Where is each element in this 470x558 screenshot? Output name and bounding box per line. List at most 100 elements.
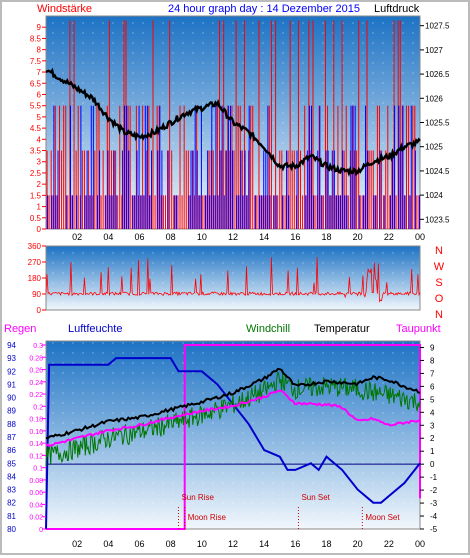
temperature-tick-label: -3 (430, 499, 438, 508)
dewpoint-line (45, 389, 421, 448)
wind-bars (46, 20, 421, 229)
rain-tick-label: 0.08 (29, 478, 43, 485)
humidity-tick-label: 83 (7, 486, 16, 495)
pressure-y-tick-label: 1024.5 (425, 167, 450, 176)
wind-y-tick-label: 3.5 (30, 147, 42, 156)
temperature-tick-label: 9 (430, 343, 435, 352)
temperature-tick-label: 7 (430, 369, 435, 378)
header-right-label: Luftdruck (374, 3, 420, 15)
humidity-tick-label: 93 (7, 354, 16, 363)
compass-label: O (435, 293, 444, 305)
event-label: Moon Set (365, 513, 400, 522)
x-tick-label: 10 (197, 539, 207, 549)
x-tick-label: 12 (228, 232, 238, 242)
compass-label: N (435, 245, 443, 257)
pressure-y-tick-label: 1027.5 (425, 22, 450, 31)
humidity-tick-label: 89 (7, 407, 16, 416)
wind-direction-line (45, 257, 421, 303)
rain-tick-label: 0.22 (29, 392, 43, 399)
sun-moon-events: Sun Rise Moon Rise Sun Set Moon Set (177, 493, 400, 529)
x-tick-label: 04 (103, 232, 113, 242)
legend-humidity: Luftfeuchte (68, 323, 122, 335)
direction-tick-label: 90 (32, 290, 41, 299)
wind-y-tick-label: 0 (37, 225, 42, 234)
temperature-tick-label: 3 (430, 421, 435, 430)
wind-y-tick-label: 1 (37, 203, 42, 212)
rain-tick-label: 0 (39, 527, 43, 534)
direction-tick-label: 360 (28, 242, 42, 251)
pressure-y-tick-label: 1026.5 (425, 70, 450, 79)
direction-degree-labels: 0 90 180 270 360 (28, 242, 46, 315)
x-tick-label: 02 (72, 539, 82, 549)
humidity-tick-label: 88 (7, 420, 16, 429)
weather-graph-svg: Windstärke 24 hour graph day : 14 Dezemb… (4, 3, 450, 549)
temperature-tick-label: -4 (430, 512, 438, 521)
rain-tick-label: 0.16 (29, 429, 43, 436)
temperature-tick-label: 2 (430, 434, 435, 443)
event-label: Sun Rise (181, 493, 214, 502)
temperature-tick-label: -5 (430, 525, 438, 534)
wind-x-axis-labels: 02 04 06 08 10 12 14 16 18 20 22 00 (72, 232, 425, 242)
rain-y-axis-labels: 0 0.02 0.04 0.06 0.08 0.1 0.12 0.14 0.16 0.18 0.2 0… (29, 343, 46, 534)
wind-y-tick-label: 0.5 (30, 214, 42, 223)
humidity-tick-label: 86 (7, 446, 16, 455)
humidity-tick-label: 80 (7, 525, 16, 534)
temperature-tick-label: -2 (430, 486, 438, 495)
rain-tick-label: 0.06 (29, 490, 43, 497)
legend-dewpoint: Taupunkt (396, 323, 441, 335)
wind-y-tick-label: 4 (37, 135, 42, 144)
legend-rain: Regen (4, 323, 36, 335)
humidity-tick-label: 94 (7, 341, 16, 350)
pressure-y-tick-label: 1027 (425, 46, 443, 55)
humidity-y-axis-labels: 80 81 82 83 84 85 86 87 88 89 90 91 92 93 94 (7, 341, 16, 534)
x-tick-label: 08 (166, 232, 176, 242)
temperature-tick-label: 8 (430, 356, 435, 365)
compass-label: S (435, 277, 442, 289)
humidity-tick-label: 84 (7, 472, 16, 481)
rain-tick-label: 0.1 (33, 466, 43, 473)
event-label: Sun Set (301, 493, 330, 502)
compass-label: N (435, 309, 443, 321)
humidity-tick-label: 87 (7, 433, 16, 442)
direction-tick-label: 270 (28, 258, 42, 267)
temperature-x-axis-labels: 02 04 06 08 10 12 14 16 18 20 22 00 (72, 539, 425, 549)
temperature-line (45, 367, 421, 440)
pressure-y-tick-label: 1026 (425, 94, 443, 103)
header-left-label: Windstärke (37, 3, 92, 15)
wind-y-tick-label: 5 (37, 113, 42, 122)
x-tick-label: 14 (259, 539, 269, 549)
temperature-tick-label: 4 (430, 408, 435, 417)
x-tick-label: 18 (321, 232, 331, 242)
wind-y-tick-label: 6 (37, 90, 42, 99)
humidity-line (45, 357, 421, 530)
event-label: Moon Rise (188, 513, 227, 522)
humidity-tick-label: 90 (7, 394, 16, 403)
wind-pressure-panel: 0 0.5 1 1.5 2 2.5 3 3.5 4 4.5 5 5.5 6 6.5 7 7.5 8 8.5 9 10… (30, 15, 450, 242)
x-tick-label: 20 (353, 232, 363, 242)
wind-y-tick-label: 4.5 (30, 124, 42, 133)
temperature-tick-label: 5 (430, 395, 435, 404)
rain-tick-label: 0.02 (29, 515, 43, 522)
rain-tick-label: 0.2 (33, 404, 43, 411)
x-tick-label: 12 (228, 539, 238, 549)
x-tick-label: 02 (72, 232, 82, 242)
temperature-tick-label: 0 (430, 460, 435, 469)
x-tick-label: 00 (415, 539, 425, 549)
wind-y-tick-label: 1.5 (30, 191, 42, 200)
temperature-grid-dots (46, 341, 420, 529)
pressure-line (45, 67, 421, 177)
wind-direction-grid-dots (46, 246, 420, 310)
humidity-tick-label: 82 (7, 499, 16, 508)
rain-tick-label: 0.26 (29, 368, 43, 375)
wind-y-tick-label: 9 (37, 23, 42, 32)
chart-title: 24 hour graph day : 14 Dezember 2015 (168, 3, 360, 15)
wind-y-tick-label: 7.5 (30, 57, 42, 66)
temperature-tick-label: 1 (430, 447, 435, 456)
x-tick-label: 08 (166, 539, 176, 549)
wind-y-tick-label: 6.5 (30, 79, 42, 88)
pressure-y-tick-label: 1025 (425, 143, 443, 152)
wind-y-tick-label: 2 (37, 180, 42, 189)
